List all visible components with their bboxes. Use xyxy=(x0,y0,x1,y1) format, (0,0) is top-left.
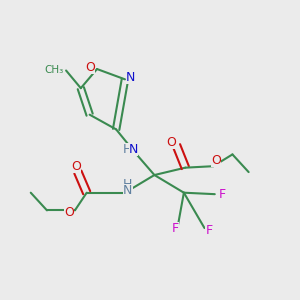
Text: F: F xyxy=(172,221,178,235)
Text: N: N xyxy=(129,143,139,157)
Text: O: O xyxy=(71,160,81,173)
Text: N: N xyxy=(123,184,133,197)
Text: F: F xyxy=(205,224,212,238)
Text: H: H xyxy=(123,143,133,157)
Text: O: O xyxy=(166,136,176,149)
Text: F: F xyxy=(219,188,226,201)
Text: O: O xyxy=(211,154,221,167)
Text: N: N xyxy=(126,71,136,84)
Text: CH₃: CH₃ xyxy=(44,65,63,76)
Text: O: O xyxy=(64,206,74,219)
Text: O: O xyxy=(85,61,95,74)
Text: H: H xyxy=(123,178,133,191)
